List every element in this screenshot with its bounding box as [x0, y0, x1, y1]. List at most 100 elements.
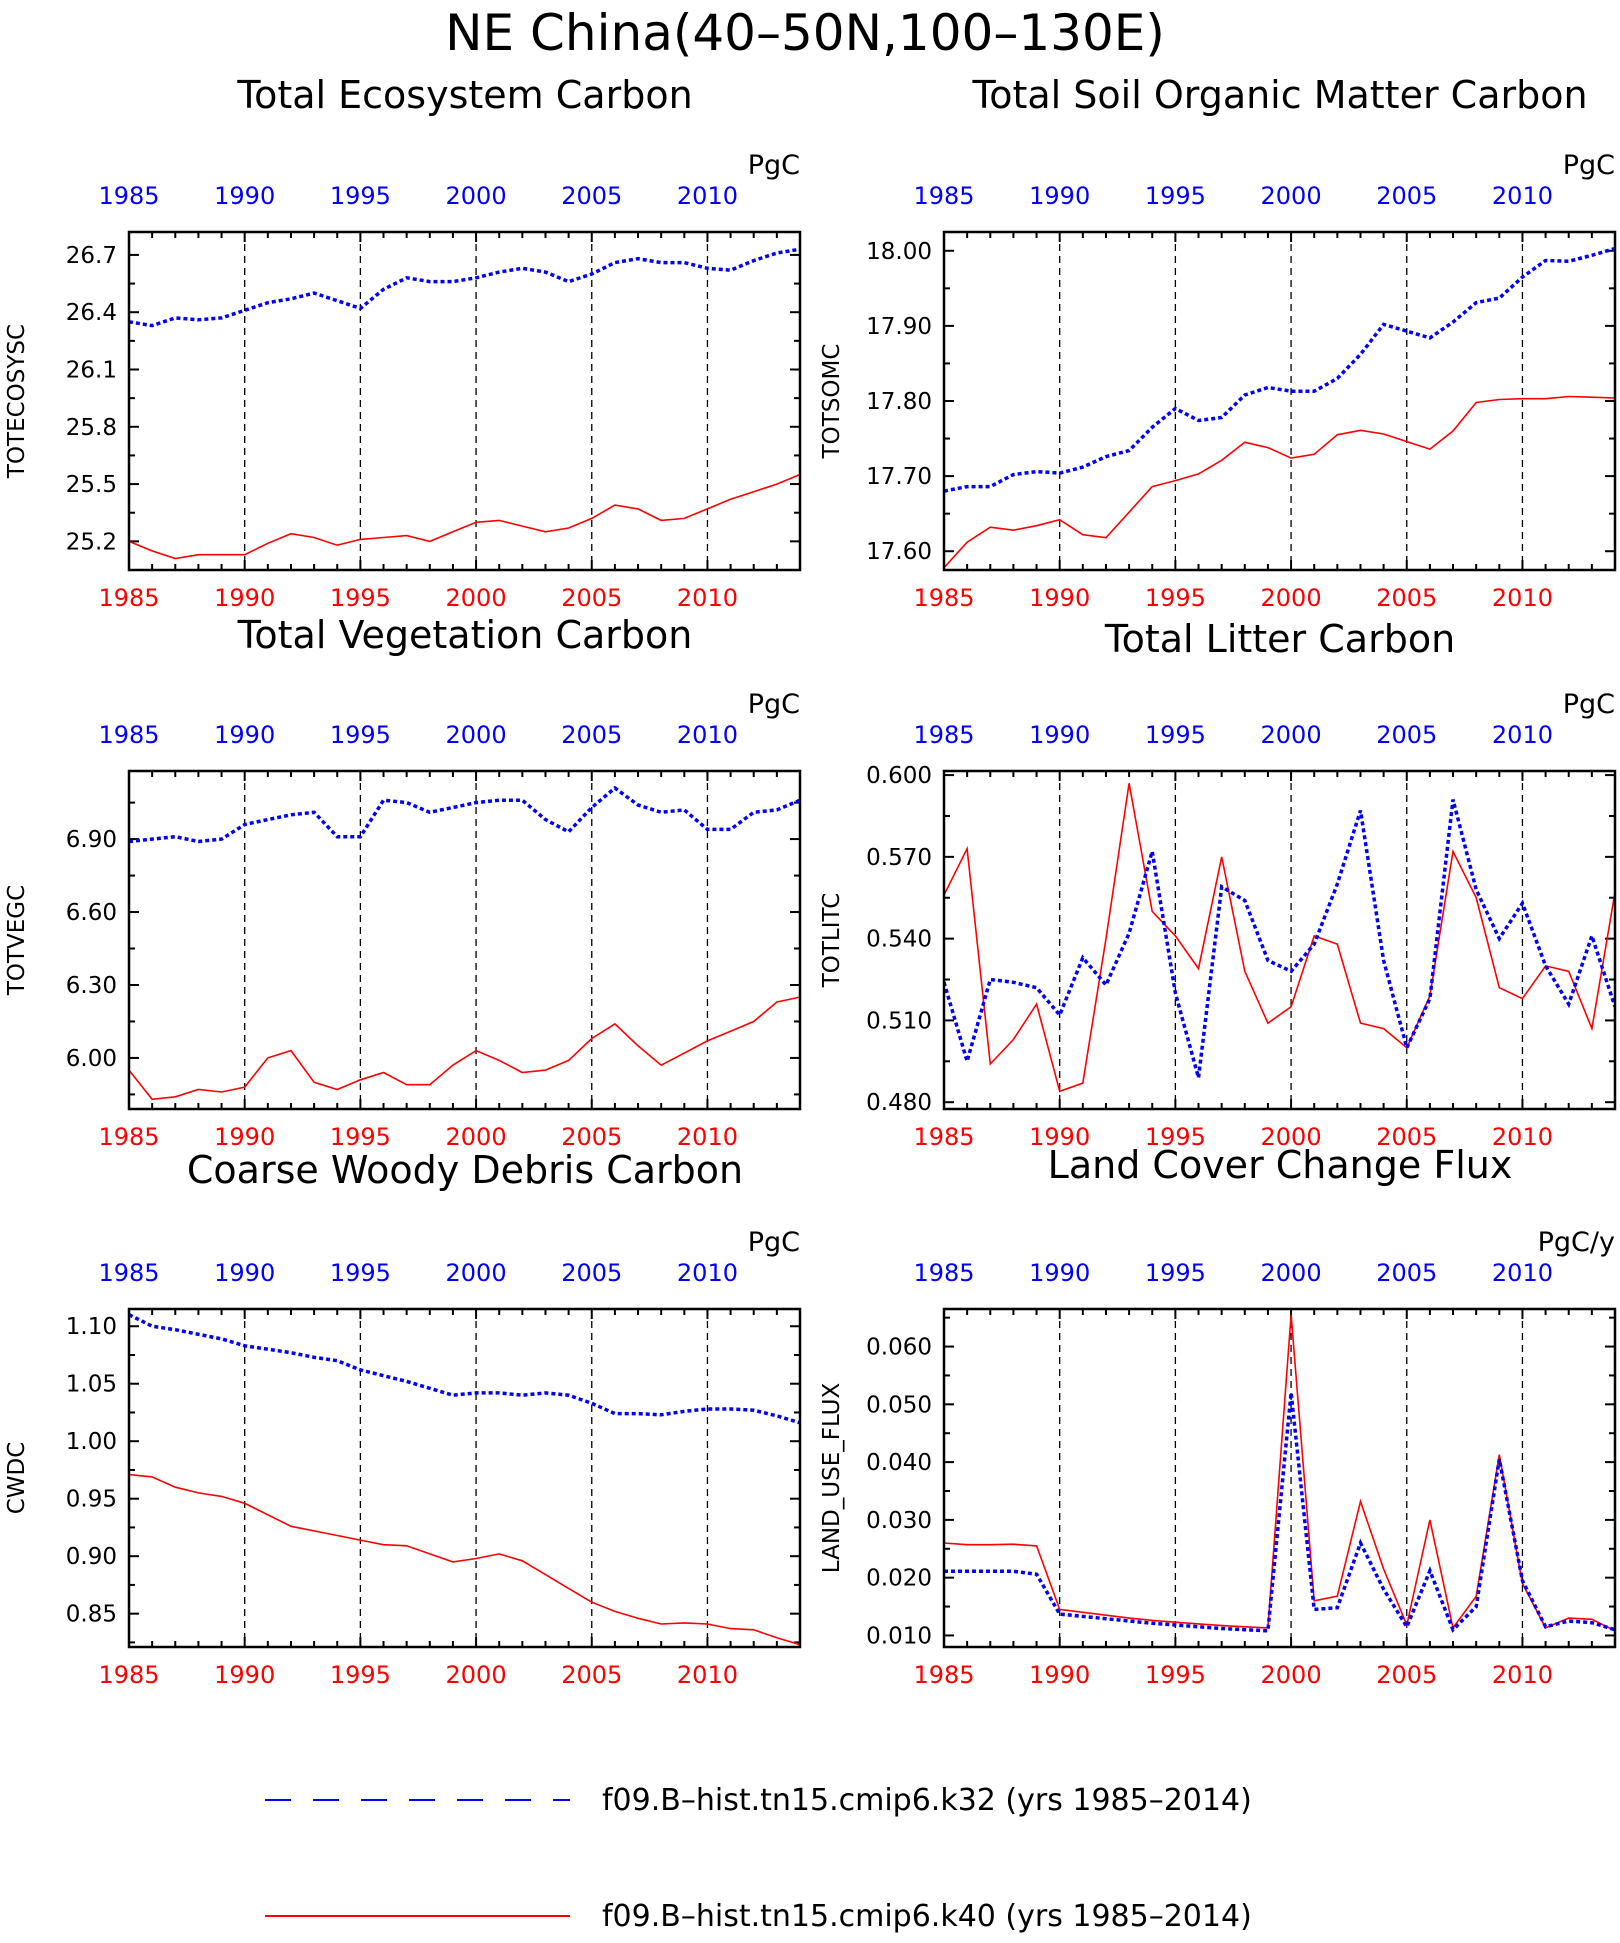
plot-frame	[127, 1307, 802, 1649]
panel-title: Total Soil Organic Matter Carbon	[971, 73, 1587, 117]
x-tick-label-top: 2005	[561, 1259, 622, 1287]
series-line-k32	[944, 246, 1615, 493]
y-axis-label: TOTSOMC	[819, 344, 845, 460]
x-tick-label-bottom: 2000	[1261, 1123, 1322, 1151]
panel-4: Total Litter Carbon PgC TOTLITC 1985 1985 199…	[819, 617, 1617, 1151]
series-line-k40	[129, 996, 800, 1101]
y-tick-label: 0.030	[866, 1508, 932, 1534]
y-tick-label: 25.8	[66, 415, 117, 441]
y-tick-label: 0.85	[66, 1602, 117, 1628]
panel-title: Coarse Woody Debris Carbon	[187, 1148, 743, 1192]
series-line-k32	[944, 1392, 1615, 1633]
x-tick-label-bottom: 1985	[913, 1123, 974, 1151]
panel-3: Total Vegetation Carbon PgC TOTVEGC 1985 198…	[4, 613, 802, 1151]
x-tick-label-top: 2010	[1492, 721, 1553, 749]
legend-label-2: f09.B–hist.tn15.cmip6.k40 (yrs 1985–2014…	[602, 1899, 1252, 1934]
x-tick-label-bottom: 1990	[1029, 1123, 1090, 1151]
x-tick-label-top: 2000	[1261, 721, 1322, 749]
y-tick-label: 0.95	[66, 1487, 117, 1513]
x-tick-label-top: 2005	[561, 721, 622, 749]
y-axis-label: TOTLITC	[819, 893, 845, 989]
x-tick-label-top: 1995	[330, 182, 391, 210]
y-tick-label: 18.00	[866, 239, 932, 265]
y-tick-label: 1.05	[66, 1372, 117, 1398]
units-label: PgC	[1563, 689, 1615, 720]
x-tick-label-top: 1990	[214, 182, 275, 210]
x-tick-label-top: 2005	[1376, 721, 1437, 749]
x-tick-label-bottom: 1990	[214, 584, 275, 612]
y-tick-label: 0.90	[66, 1544, 117, 1570]
x-tick-label-bottom: 2010	[1492, 1661, 1553, 1689]
plot-frame	[942, 1307, 1617, 1649]
y-tick-label: 17.60	[866, 539, 932, 565]
x-tick-label-top: 1990	[1029, 182, 1090, 210]
y-tick-label: 1.00	[66, 1429, 117, 1455]
panel-title: Land Cover Change Flux	[1048, 1143, 1513, 1187]
x-tick-label-top: 2000	[446, 1259, 507, 1287]
y-tick-label: 0.570	[866, 845, 932, 871]
panels: Total Ecosystem Carbon PgC TOTECOSYSC 1985 1…	[4, 73, 1617, 1689]
x-tick-label-bottom: 1995	[330, 584, 391, 612]
y-tick-label: 0.020	[866, 1566, 932, 1592]
y-tick-label: 6.60	[66, 900, 117, 926]
x-tick-label-bottom: 2000	[1261, 1661, 1322, 1689]
x-tick-label-bottom: 1990	[214, 1123, 275, 1151]
figure-title: NE China(40–50N,100–130E)	[445, 4, 1165, 62]
x-tick-label-bottom: 2005	[561, 1123, 622, 1151]
y-tick-label: 0.050	[866, 1392, 932, 1418]
plot-frame	[942, 769, 1617, 1111]
x-tick-label-top: 1985	[913, 721, 974, 749]
x-tick-label-bottom: 2005	[561, 1661, 622, 1689]
x-tick-label-bottom: 2010	[677, 1661, 738, 1689]
x-tick-label-bottom: 2000	[1261, 584, 1322, 612]
series-line-k40	[129, 473, 800, 560]
units-label: PgC	[748, 1227, 800, 1258]
x-tick-label-top: 1985	[98, 1259, 159, 1287]
x-tick-label-top: 2010	[677, 1259, 738, 1287]
y-tick-label: 26.1	[66, 357, 117, 383]
y-tick-label: 26.7	[66, 243, 117, 269]
y-axis-label: LAND_USE_FLUX	[819, 1383, 845, 1574]
y-tick-label: 17.80	[866, 389, 932, 415]
x-tick-label-top: 2010	[1492, 182, 1553, 210]
x-tick-label-top: 1995	[1145, 182, 1206, 210]
y-tick-label: 0.010	[866, 1623, 932, 1649]
series-line-k40	[944, 395, 1615, 569]
y-tick-label: 1.10	[66, 1314, 117, 1340]
y-tick-label: 17.90	[866, 314, 932, 340]
units-label: PgC	[1563, 150, 1615, 181]
x-tick-label-bottom: 1995	[1145, 584, 1206, 612]
x-tick-label-bottom: 1985	[913, 1661, 974, 1689]
units-label: PgC	[748, 150, 800, 181]
x-tick-label-top: 1985	[98, 721, 159, 749]
y-tick-label: 26.4	[66, 300, 117, 326]
x-tick-label-bottom: 1995	[1145, 1123, 1206, 1151]
units-label: PgC	[748, 689, 800, 720]
y-tick-label: 6.30	[66, 973, 117, 999]
y-tick-label: 17.70	[866, 464, 932, 490]
x-tick-label-bottom: 2000	[446, 1123, 507, 1151]
x-tick-label-bottom: 2010	[677, 1123, 738, 1151]
x-tick-label-top: 2010	[677, 182, 738, 210]
y-axis-label: TOTECOSYSC	[4, 324, 30, 479]
series-line-k40	[944, 1314, 1615, 1632]
panel-6: Land Cover Change Flux PgC/y LAND_USE_FLUX…	[819, 1143, 1617, 1689]
panel-2: Total Soil Organic Matter Carbon PgC TOTSO…	[819, 73, 1617, 612]
x-tick-label-top: 2000	[446, 182, 507, 210]
x-tick-label-top: 2005	[1376, 1259, 1437, 1287]
x-tick-label-top: 1995	[330, 1259, 391, 1287]
x-tick-label-top: 1995	[1145, 721, 1206, 749]
y-tick-label: 0.600	[866, 763, 932, 789]
x-tick-label-top: 2005	[1376, 182, 1437, 210]
x-tick-label-bottom: 1985	[98, 1661, 159, 1689]
x-tick-label-top: 2000	[446, 721, 507, 749]
panel-5: Coarse Woody Debris Carbon PgC CWDC 1985 198…	[4, 1148, 802, 1689]
x-tick-label-top: 2000	[1261, 182, 1322, 210]
y-tick-label: 0.060	[866, 1335, 932, 1361]
x-tick-label-bottom: 1990	[1029, 584, 1090, 612]
y-tick-label: 0.480	[866, 1090, 932, 1116]
x-tick-label-bottom: 1985	[913, 584, 974, 612]
y-tick-label: 25.5	[66, 472, 117, 498]
units-label: PgC/y	[1538, 1227, 1615, 1258]
